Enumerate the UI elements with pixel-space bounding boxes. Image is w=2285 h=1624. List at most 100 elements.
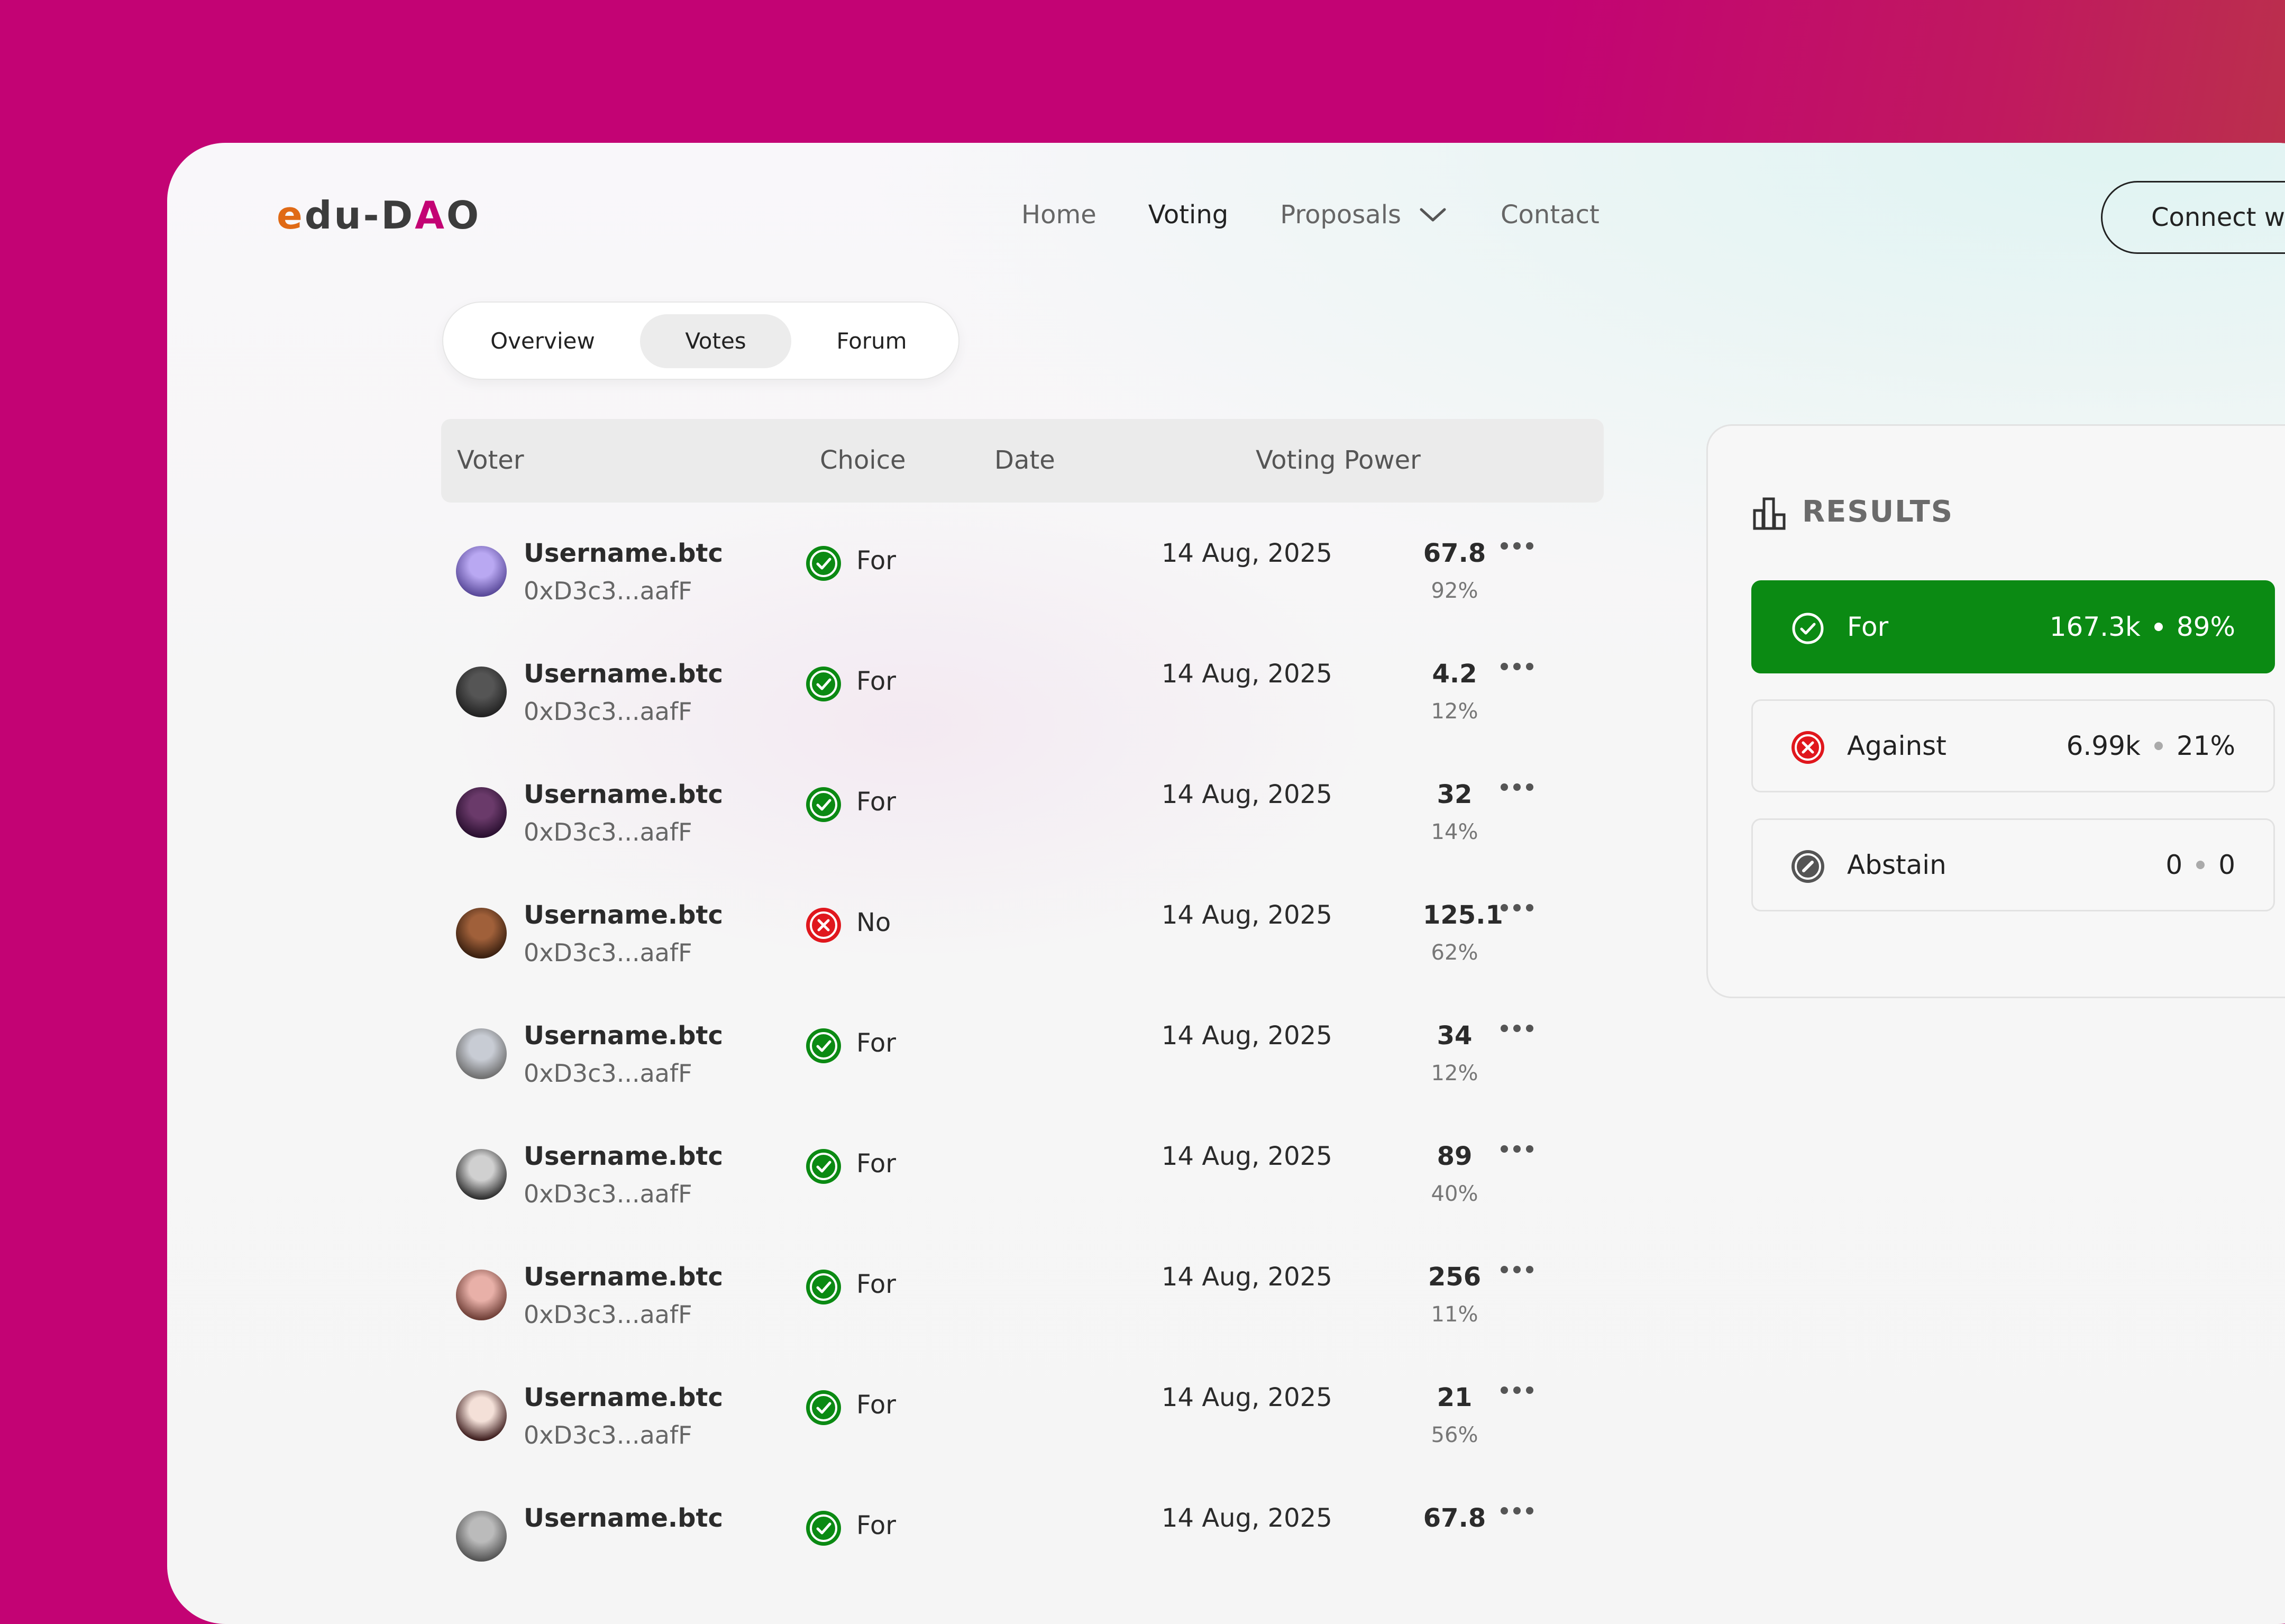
more-dots-icon[interactable] bbox=[1499, 661, 1535, 672]
vote-date: 14 Aug, 2025 bbox=[1162, 1262, 1332, 1292]
more-dots-icon[interactable] bbox=[1499, 1144, 1535, 1154]
voting-power: 4.2 bbox=[1432, 659, 1477, 689]
check-circle-icon bbox=[806, 546, 841, 581]
tab-forum[interactable]: Forum bbox=[836, 328, 907, 354]
chevron-down-icon[interactable] bbox=[1417, 204, 1449, 225]
voter-username[interactable]: Username.btc bbox=[524, 1142, 723, 1171]
header-voting-power[interactable]: Voting Power bbox=[1256, 445, 1421, 475]
voting-power: 67.8 bbox=[1423, 539, 1486, 568]
choice-label: For bbox=[856, 1511, 896, 1540]
results-title: RESULTS bbox=[1802, 495, 1954, 529]
voting-power: 34 bbox=[1437, 1021, 1473, 1051]
check-circle-icon bbox=[806, 1149, 841, 1184]
more-dots-icon[interactable] bbox=[1499, 1506, 1535, 1516]
avatar[interactable] bbox=[456, 1149, 507, 1200]
more-dots-icon[interactable] bbox=[1499, 902, 1535, 913]
more-dots-icon[interactable] bbox=[1499, 1023, 1535, 1034]
connect-wallet-button[interactable]: Connect wa bbox=[2101, 181, 2285, 254]
check-circle-icon bbox=[806, 1511, 841, 1546]
voting-power: 89 bbox=[1437, 1142, 1473, 1171]
avatar[interactable] bbox=[456, 1390, 507, 1441]
voting-power: 256 bbox=[1428, 1262, 1482, 1292]
nav-proposals[interactable]: Proposals bbox=[1280, 200, 1402, 230]
avatar[interactable] bbox=[456, 546, 507, 597]
x-circle-icon bbox=[806, 908, 841, 943]
choice-label: For bbox=[856, 787, 896, 817]
tab-overview[interactable]: Overview bbox=[490, 328, 595, 354]
avatar[interactable] bbox=[456, 787, 507, 838]
voter-address: 0xD3c3...aafF bbox=[524, 697, 692, 726]
more-dots-icon[interactable] bbox=[1499, 1264, 1535, 1275]
vote-date: 14 Aug, 2025 bbox=[1162, 1383, 1332, 1412]
vote-date: 14 Aug, 2025 bbox=[1162, 1503, 1332, 1533]
table-row[interactable]: Username.btc 0xD3c3...aafF No 14 Aug, 2025 1… bbox=[441, 875, 1604, 996]
table-row[interactable]: Username.btc 0xD3c3...aafF For 14 Aug, 2025… bbox=[441, 754, 1604, 875]
tab-votes[interactable]: Votes bbox=[640, 314, 791, 368]
voter-address: 0xD3c3...aafF bbox=[524, 1059, 692, 1088]
check-circle-icon bbox=[806, 667, 841, 701]
more-dots-icon[interactable] bbox=[1499, 1385, 1535, 1395]
result-for[interactable]: For 167.3k 89% bbox=[1751, 580, 2275, 673]
header-voter[interactable]: Voter bbox=[457, 445, 524, 475]
voter-username[interactable]: Username.btc bbox=[524, 1262, 723, 1292]
choice-label: No bbox=[856, 908, 891, 937]
choice-label: For bbox=[856, 1270, 896, 1299]
result-value: 167.3k 89% bbox=[2049, 612, 2235, 642]
nav-home[interactable]: Home bbox=[1021, 200, 1096, 230]
table-row[interactable]: Username.btc 0xD3c3...aafF For 14 Aug, 2025… bbox=[441, 1357, 1604, 1478]
voter-username[interactable]: Username.btc bbox=[524, 539, 723, 568]
avatar[interactable] bbox=[456, 667, 507, 717]
vote-date: 14 Aug, 2025 bbox=[1162, 900, 1332, 930]
table-row[interactable]: Username.btc 0xD3c3...aafF For 14 Aug, 2025… bbox=[441, 1116, 1604, 1237]
voter-username[interactable]: Username.btc bbox=[524, 1503, 723, 1533]
result-label: For bbox=[1847, 612, 1889, 642]
logo[interactable]: edu-DAO bbox=[277, 193, 481, 238]
check-circle-icon bbox=[806, 1028, 841, 1063]
header-choice[interactable]: Choice bbox=[820, 445, 906, 475]
voter-address: 0xD3c3...aafF bbox=[524, 938, 692, 967]
voter-username[interactable]: Username.btc bbox=[524, 1021, 723, 1051]
check-circle-icon bbox=[806, 1390, 841, 1425]
result-label: Abstain bbox=[1847, 850, 1946, 880]
avatar[interactable] bbox=[456, 908, 507, 959]
check-circle-icon bbox=[806, 787, 841, 822]
vote-date: 14 Aug, 2025 bbox=[1162, 539, 1332, 568]
choice-label: For bbox=[856, 667, 896, 696]
choice-label: For bbox=[856, 1028, 896, 1058]
result-against[interactable]: Against 6.99k 21% bbox=[1751, 699, 2275, 792]
voter-address: 0xD3c3...aafF bbox=[524, 818, 692, 846]
voter-username[interactable]: Username.btc bbox=[524, 659, 723, 689]
main-nav: Home Voting Proposals Contact bbox=[1021, 200, 1651, 230]
avatar[interactable] bbox=[456, 1028, 507, 1079]
voter-address: 0xD3c3...aafF bbox=[524, 1180, 692, 1208]
voter-username[interactable]: Username.btc bbox=[524, 900, 723, 930]
voter-username[interactable]: Username.btc bbox=[524, 780, 723, 809]
voting-power-percent: 62% bbox=[1431, 941, 1478, 965]
view-tabs: Overview Votes Forum bbox=[442, 302, 959, 380]
vote-date: 14 Aug, 2025 bbox=[1162, 780, 1332, 809]
table-row[interactable]: Username.btc For 14 Aug, 2025 67.8 bbox=[441, 1478, 1604, 1599]
table-row[interactable]: Username.btc 0xD3c3...aafF For 14 Aug, 2025… bbox=[441, 513, 1604, 634]
voting-power-percent: 92% bbox=[1431, 579, 1478, 603]
nav-contact[interactable]: Contact bbox=[1501, 200, 1600, 230]
avatar[interactable] bbox=[456, 1270, 507, 1320]
more-dots-icon[interactable] bbox=[1499, 541, 1535, 551]
nav-voting[interactable]: Voting bbox=[1148, 200, 1229, 230]
voter-username[interactable]: Username.btc bbox=[524, 1383, 723, 1412]
table-row[interactable]: Username.btc 0xD3c3...aafF For 14 Aug, 2025… bbox=[441, 996, 1604, 1116]
vote-date: 14 Aug, 2025 bbox=[1162, 659, 1332, 689]
vote-date: 14 Aug, 2025 bbox=[1162, 1142, 1332, 1171]
results-panel: RESULTS For 167.3k 89% Against 6.99k 21% bbox=[1706, 424, 2285, 998]
slash-circle-icon bbox=[1792, 850, 1824, 883]
table-row[interactable]: Username.btc 0xD3c3...aafF For 14 Aug, 2025… bbox=[441, 1237, 1604, 1357]
voter-address: 0xD3c3...aafF bbox=[524, 1300, 692, 1329]
header-date[interactable]: Date bbox=[994, 445, 1055, 475]
more-dots-icon[interactable] bbox=[1499, 782, 1535, 792]
voting-power-percent: 12% bbox=[1431, 1061, 1478, 1085]
avatar[interactable] bbox=[456, 1511, 507, 1562]
content-tint bbox=[432, 487, 1384, 963]
table-row[interactable]: Username.btc 0xD3c3...aafF For 14 Aug, 2025… bbox=[441, 634, 1604, 754]
x-circle-icon bbox=[1792, 731, 1824, 764]
